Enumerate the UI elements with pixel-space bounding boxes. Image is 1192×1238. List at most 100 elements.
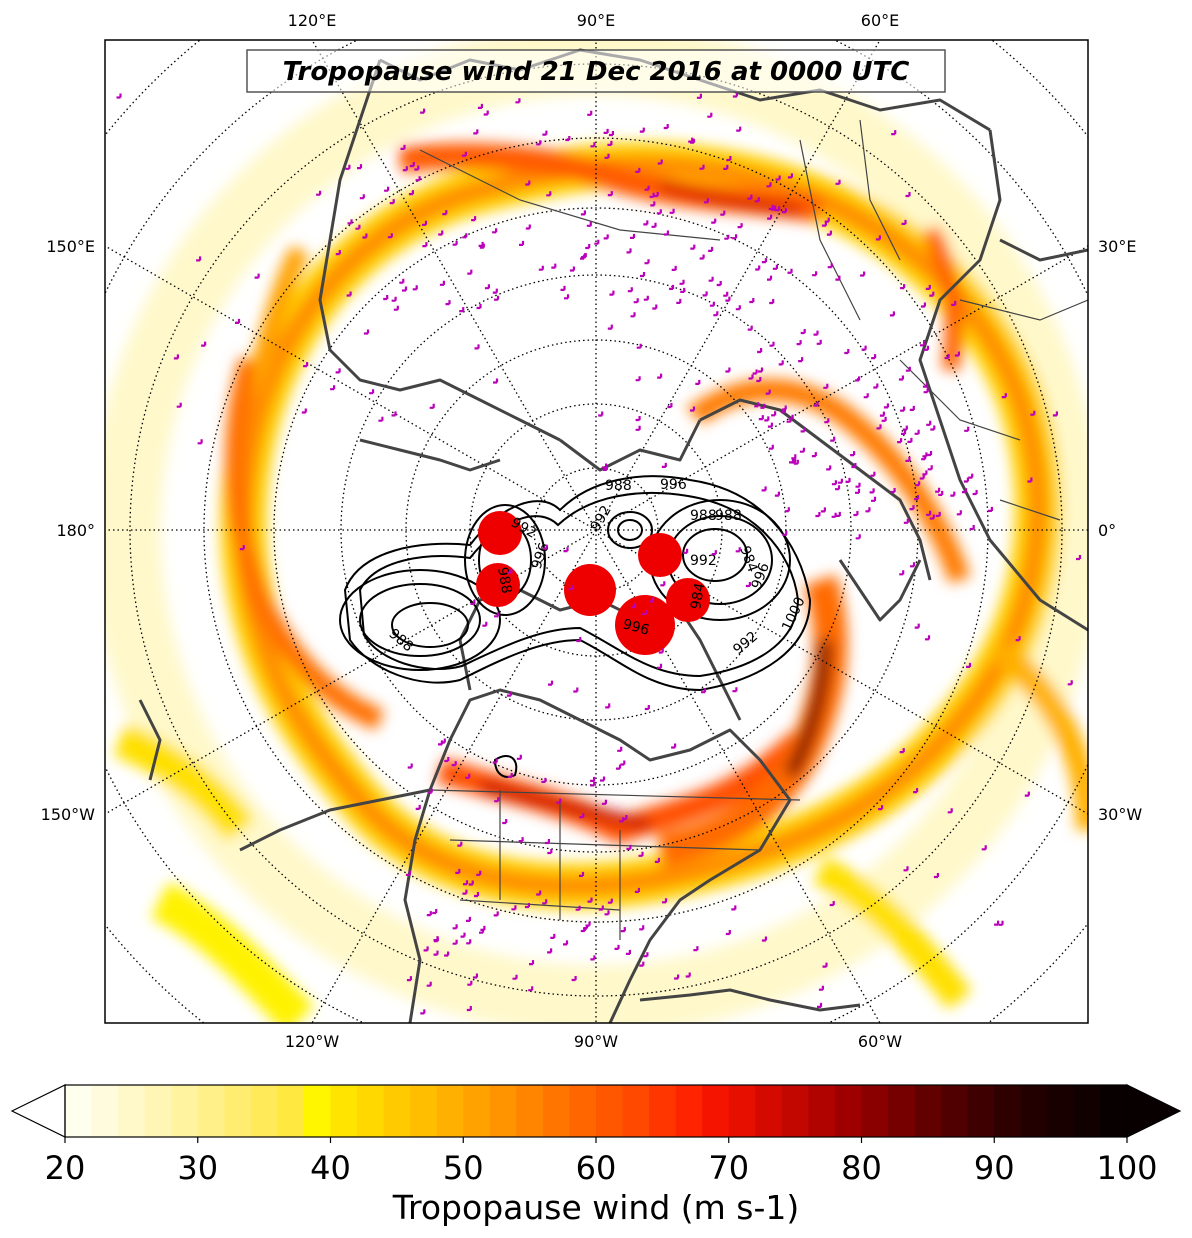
station-marker: [362, 233, 368, 239]
station-marker: [690, 406, 696, 412]
colorbar-tick-label: 70: [708, 1149, 749, 1187]
station-marker: [725, 930, 731, 936]
station-marker: [775, 175, 781, 181]
station-marker: [876, 424, 882, 430]
station-marker: [914, 495, 920, 501]
station-marker: [467, 980, 473, 986]
station-marker: [547, 948, 553, 954]
station-marker: [476, 304, 482, 310]
station-marker: [635, 425, 641, 431]
station-marker: [626, 248, 632, 254]
station-marker: [620, 927, 626, 933]
station-marker: [926, 510, 932, 516]
station-marker: [972, 490, 978, 496]
station-marker: [870, 471, 876, 477]
colorbar-tick-label: 90: [974, 1149, 1015, 1187]
station-marker: [865, 507, 871, 513]
station-marker: [420, 108, 426, 114]
station-marker: [830, 436, 836, 442]
colorbar-cell: [941, 1085, 969, 1137]
station-marker: [775, 206, 781, 212]
station-marker: [546, 191, 552, 197]
station-marker: [674, 974, 680, 980]
station-marker: [669, 208, 675, 214]
station-marker: [462, 889, 468, 895]
station-marker: [494, 612, 500, 618]
colorbar-cell: [834, 1085, 863, 1137]
station-marker: [507, 772, 513, 778]
colorbar-cell: [383, 1085, 411, 1137]
station-marker: [426, 981, 432, 987]
station-marker: [905, 192, 911, 198]
contour-label: 992: [690, 553, 717, 569]
station-marker: [239, 545, 245, 551]
station-marker: [796, 340, 802, 346]
station-marker: [470, 599, 476, 605]
station-marker: [826, 230, 832, 236]
station-marker: [476, 870, 482, 876]
station-marker: [772, 264, 778, 270]
station-marker: [581, 253, 587, 259]
station-marker: [815, 512, 821, 518]
low-marker: [615, 595, 675, 655]
station-marker: [303, 362, 309, 368]
station-marker: [538, 265, 544, 271]
station-marker: [442, 210, 448, 216]
station-marker: [301, 408, 307, 414]
station-marker: [745, 582, 751, 588]
colorbar-cell: [1020, 1085, 1048, 1137]
station-marker: [799, 447, 805, 453]
station-marker: [800, 329, 806, 335]
station-marker: [459, 307, 465, 313]
lon-label-left: 150°W: [41, 805, 96, 824]
station-marker: [518, 837, 524, 843]
contour-label: 996: [621, 616, 651, 638]
station-marker: [471, 216, 477, 222]
station-marker: [433, 950, 439, 956]
colorbar-cell: [250, 1085, 278, 1137]
station-marker: [871, 496, 877, 502]
colorbar-extend-low: [10, 1084, 66, 1138]
station-marker: [636, 343, 642, 349]
station-marker: [633, 298, 639, 304]
contour-label: 984: [688, 582, 708, 611]
station-marker: [711, 218, 717, 224]
colorbar-cell: [516, 1085, 544, 1137]
station-marker: [433, 937, 439, 943]
station-marker: [853, 511, 859, 517]
station-marker: [408, 190, 414, 196]
station-marker: [831, 480, 837, 486]
station-marker: [483, 110, 489, 116]
station-marker: [699, 164, 705, 170]
station-marker: [639, 127, 645, 133]
station-marker: [768, 444, 774, 450]
station-marker: [889, 311, 895, 317]
station-marker: [474, 344, 480, 350]
station-marker: [723, 164, 729, 170]
station-marker: [915, 481, 921, 487]
colorbar-cell: [330, 1085, 358, 1137]
station-marker: [316, 190, 322, 196]
title-box: Tropopause wind 21 Dec 2016 at 0000 UTC: [246, 49, 946, 93]
colorbar-tick-label: 80: [841, 1149, 882, 1187]
station-marker: [608, 131, 614, 137]
station-marker: [782, 530, 788, 536]
station-marker: [909, 505, 915, 511]
station-marker: [359, 194, 365, 200]
station-marker: [409, 162, 415, 168]
station-marker: [786, 417, 792, 423]
colorbar-cell: [224, 1085, 252, 1137]
station-marker: [855, 482, 861, 488]
colorbar-cell: [755, 1085, 783, 1137]
station-marker: [671, 265, 677, 271]
colorbar-cell: [410, 1085, 438, 1137]
colorbar-cell: [675, 1085, 703, 1137]
station-marker: [649, 192, 655, 198]
contour-label: 996: [660, 477, 687, 493]
station-marker: [525, 224, 531, 230]
map-panel: 992 988 996 988 988 996 992 996 988 988 …: [105, 40, 1088, 1023]
station-marker: [891, 130, 897, 136]
station-marker: [950, 491, 956, 497]
colorbar-cell: [542, 1085, 571, 1137]
lon-label-left: 150°E: [46, 237, 95, 256]
